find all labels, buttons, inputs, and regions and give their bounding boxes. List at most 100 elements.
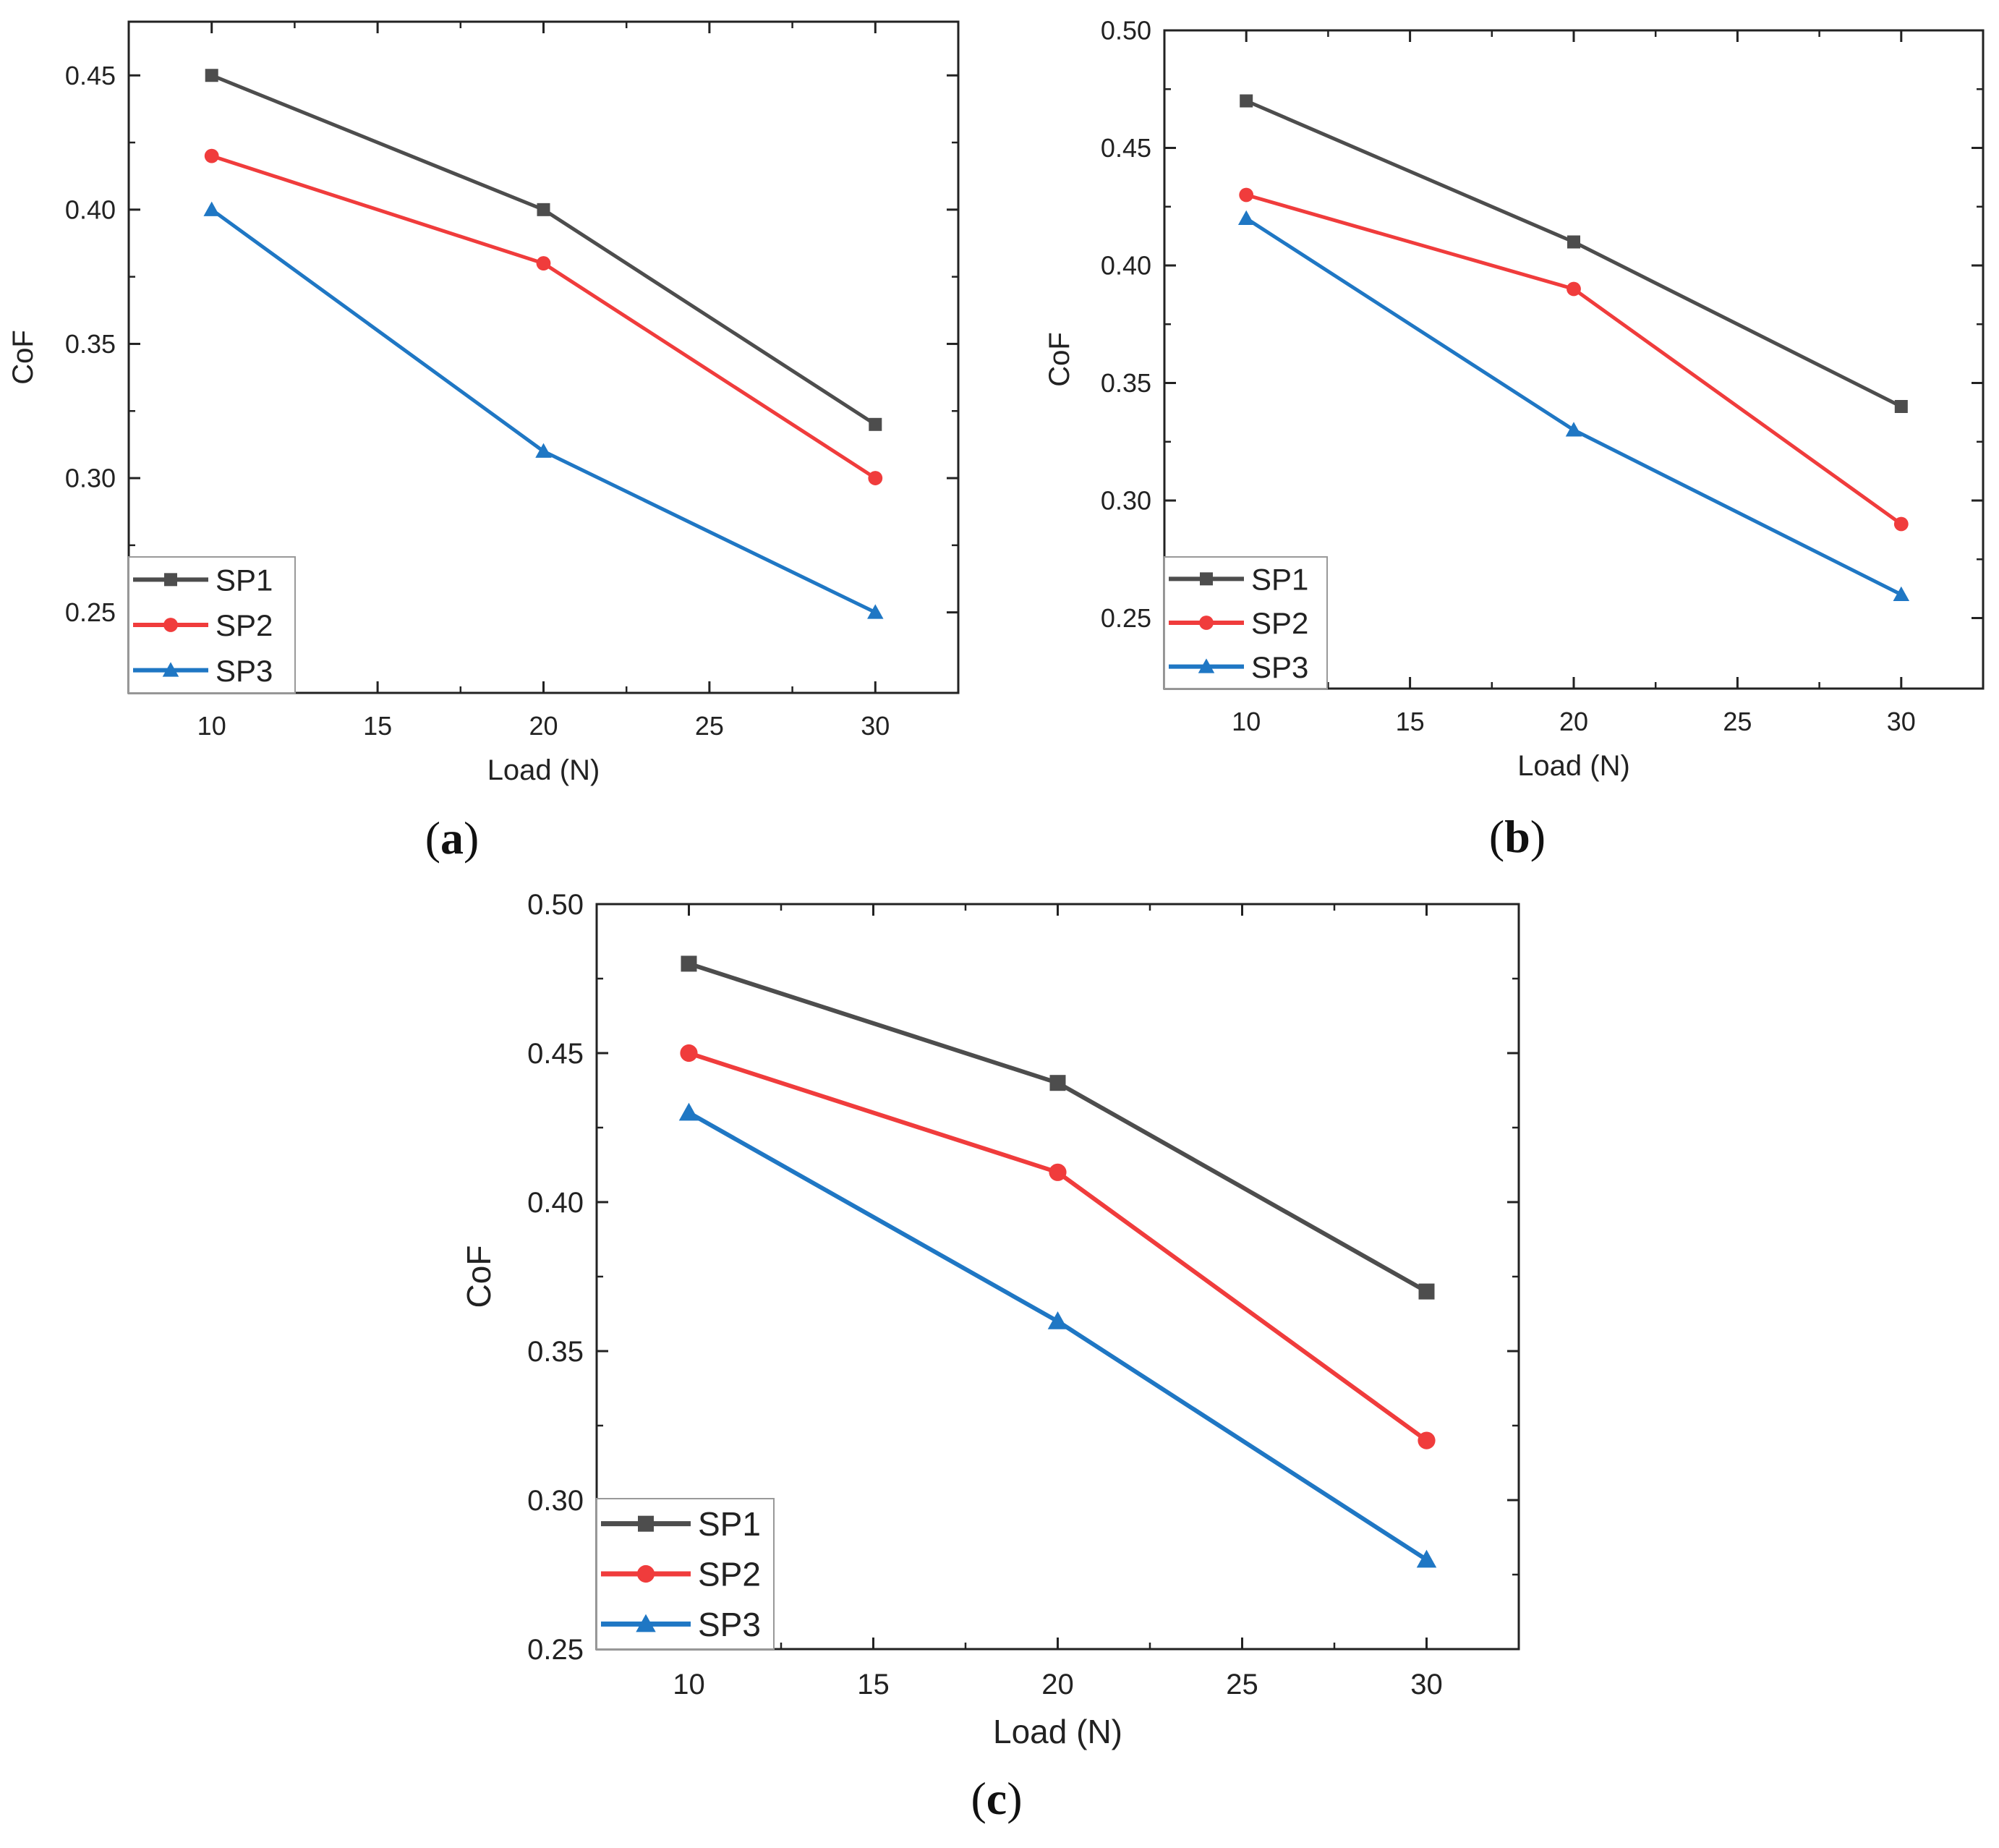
legend-label-sp3: SP3	[698, 1606, 761, 1643]
data-point-sp2	[1239, 187, 1254, 203]
y-tick-label: 0.40	[1101, 251, 1151, 281]
x-tick-label: 30	[1887, 707, 1916, 736]
panel-label-a: (a)	[425, 812, 479, 864]
x-tick-label: 30	[1410, 1669, 1443, 1700]
data-point-sp2	[1418, 1431, 1436, 1449]
y-tick-label: 0.25	[65, 597, 116, 627]
legend-marker-sp2	[636, 1564, 655, 1583]
chart-panel-b: 10 15 20 25 30 0.25 0.30 0.35 0.40 0.45 0.50 Load (…	[1044, 16, 1985, 862]
x-tick-label: 25	[1226, 1669, 1258, 1700]
series-sp1	[1240, 94, 1908, 413]
legend-marker-sp3	[636, 1614, 656, 1632]
y-tick-label: 0.40	[65, 195, 116, 224]
data-point-sp3	[1893, 586, 1910, 601]
data-point-sp3	[867, 604, 884, 619]
series-sp1	[205, 69, 882, 431]
y-tick-label: 0.35	[1101, 368, 1151, 398]
data-point-sp1	[681, 955, 697, 972]
series-sp1	[681, 955, 1435, 1300]
data-point-sp1	[1418, 1283, 1435, 1300]
legend: SP1 SP2 SP3	[1164, 556, 1328, 689]
series-sp2	[680, 1044, 1436, 1449]
y-tick-label: 0.50	[527, 889, 584, 921]
panel-label-open-paren: (	[1489, 811, 1504, 862]
legend-label-sp1: SP1	[1251, 562, 1308, 596]
series-sp3	[203, 201, 884, 619]
y-tick-label: 0.45	[65, 61, 116, 90]
x-tick-label: 10	[1232, 707, 1261, 736]
data-point-sp3	[1416, 1549, 1437, 1568]
y-tick-label: 0.30	[1101, 486, 1151, 516]
legend-label-sp1: SP1	[216, 563, 273, 597]
y-tick-label: 0.25	[527, 1634, 584, 1666]
legend-marker-sp1	[164, 573, 177, 587]
legend-marker-sp3	[162, 662, 179, 677]
data-point-sp3	[535, 443, 552, 458]
panel-label-letter: c	[986, 1773, 1007, 1824]
x-axis-title: Load (N)	[993, 1713, 1122, 1750]
data-point-sp3	[1237, 210, 1255, 225]
y-axis-title: CoF	[7, 330, 39, 385]
panel-label-close-paren: )	[1007, 1773, 1022, 1824]
legend-marker-sp1	[638, 1515, 654, 1532]
y-tick-label: 0.35	[527, 1336, 584, 1368]
x-tick-label: 10	[673, 1669, 705, 1700]
y-tick-label: 0.45	[527, 1038, 584, 1070]
legend-label-sp2: SP2	[216, 608, 273, 642]
x-tick-label: 25	[1723, 707, 1752, 736]
data-point-sp2	[1893, 516, 1909, 532]
legend-label-sp2: SP2	[1251, 606, 1308, 640]
data-point-sp1	[1894, 400, 1908, 413]
y-axis-title: CoF	[1044, 332, 1075, 387]
x-tick-label: 30	[861, 711, 890, 741]
x-tick-label: 10	[197, 711, 226, 741]
x-axis-title: Load (N)	[1517, 750, 1630, 782]
panel-label-b: (b)	[1489, 811, 1546, 862]
chart-panel-c: 10 15 20 25 30 0.25 0.30 0.35 0.40 0.45 0.50 Load (…	[460, 889, 1520, 1824]
y-tick-label: 0.40	[527, 1187, 584, 1219]
x-tick-label: 15	[857, 1669, 890, 1700]
x-tick-label: 15	[363, 711, 392, 741]
data-point-sp1	[537, 203, 550, 216]
panel-label-close-paren: )	[1530, 811, 1546, 862]
x-tick-label: 25	[695, 711, 724, 741]
y-tick-label: 0.35	[65, 329, 116, 359]
panel-label-c: (c)	[971, 1773, 1022, 1824]
series-sp3	[1237, 210, 1910, 601]
series-sp2	[1239, 187, 1909, 532]
x-tick-label: 20	[1559, 707, 1588, 736]
y-tick-label: 0.45	[1101, 133, 1151, 163]
legend: SP1 SP2 SP3	[128, 556, 296, 694]
data-point-sp1	[205, 69, 218, 82]
legend: SP1 SP2 SP3	[596, 1498, 775, 1650]
panel-label-close-paren: )	[464, 812, 479, 864]
y-axis-title: CoF	[460, 1246, 498, 1308]
panel-label-letter: a	[440, 812, 464, 864]
x-tick-label: 20	[529, 711, 558, 741]
legend-label-sp3: SP3	[1251, 650, 1308, 684]
legend-marker-sp2	[163, 618, 178, 632]
data-point-sp2	[1049, 1163, 1067, 1181]
data-point-sp2	[868, 471, 883, 485]
data-point-sp1	[1049, 1075, 1066, 1091]
data-point-sp2	[680, 1044, 698, 1063]
y-tick-label: 0.50	[1101, 16, 1151, 46]
data-point-sp3	[1047, 1311, 1068, 1329]
x-tick-label: 15	[1396, 707, 1425, 736]
panel-label-open-paren: (	[971, 1773, 986, 1824]
panel-label-letter: b	[1504, 811, 1530, 862]
y-tick-label: 0.30	[65, 464, 116, 493]
data-point-sp1	[1240, 94, 1253, 108]
y-tick-label: 0.30	[527, 1485, 584, 1517]
panel-label-open-paren: (	[425, 812, 440, 864]
data-point-sp3	[203, 201, 220, 216]
series-sp3	[678, 1102, 1437, 1568]
x-tick-label: 20	[1041, 1669, 1074, 1700]
y-tick-label: 0.25	[1101, 603, 1151, 633]
legend-label-sp1: SP1	[698, 1505, 761, 1543]
series-sp2	[204, 148, 883, 485]
data-point-sp1	[869, 417, 882, 431]
x-axis-title: Load (N)	[487, 754, 600, 786]
